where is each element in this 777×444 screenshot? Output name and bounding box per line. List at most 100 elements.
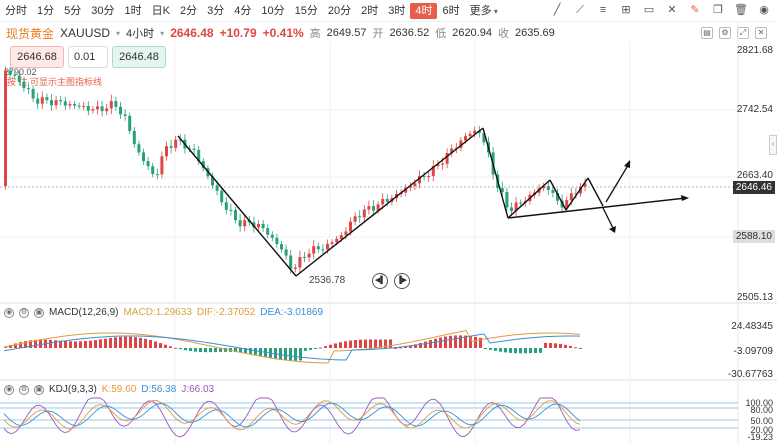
period-10[interactable]: 15分 <box>294 4 318 17</box>
crosshair-icon[interactable]: ✕ <box>667 4 677 16</box>
candle-body <box>27 88 30 90</box>
layout-icon[interactable]: ▤ <box>701 27 713 39</box>
instrument-name[interactable]: 现货黄金 <box>6 26 55 41</box>
candle-body <box>362 209 366 218</box>
candle-body <box>422 175 426 177</box>
draw-line-icon[interactable]: ╱ <box>553 4 561 16</box>
period-5[interactable]: 日K <box>151 4 170 17</box>
period-7[interactable]: 3分 <box>207 4 225 17</box>
rect-icon[interactable]: ▭ <box>643 4 655 16</box>
macd-bar <box>204 348 207 353</box>
eye-icon[interactable]: ◉ <box>759 4 769 16</box>
candle-body <box>96 106 99 110</box>
period-3[interactable]: 30分 <box>91 4 115 17</box>
period-15[interactable]: 6时 <box>442 4 460 17</box>
timeframe-chevron-icon[interactable]: ▾ <box>160 28 165 38</box>
macd-bar <box>374 339 377 348</box>
macd-bar <box>444 336 447 348</box>
d-label: D: <box>141 384 152 395</box>
sell-button[interactable]: 2646.68 <box>10 46 64 68</box>
prev-icon[interactable]: ◀▌ <box>372 273 388 289</box>
macd-name: MACD(12,26,9) <box>49 307 119 318</box>
candle-body <box>243 220 247 227</box>
candle-body <box>408 186 412 188</box>
kdj-axis-label: 20.00 <box>750 425 773 435</box>
candle-body <box>464 136 467 141</box>
candle-body <box>128 115 132 131</box>
timeframe-selector[interactable]: 4小时 <box>126 28 155 40</box>
candle-body <box>270 234 274 238</box>
arrow-head <box>609 226 616 233</box>
delete-icon[interactable]: 🗑 <box>734 4 748 16</box>
next-icon[interactable]: ▐▶ <box>394 273 410 289</box>
open-label: 开 <box>372 28 384 40</box>
buy-button[interactable]: 2646.48 <box>112 46 166 68</box>
period-4[interactable]: 1时 <box>124 4 142 17</box>
period-14[interactable]: 4时 <box>410 2 438 19</box>
side-panel-handle[interactable]: ‹ <box>769 135 777 155</box>
dea-line <box>3 333 581 361</box>
macd-bar <box>234 348 237 353</box>
macd-bar <box>294 348 297 361</box>
settings-icon[interactable]: ⚙ <box>19 384 29 395</box>
candle-body <box>349 221 352 232</box>
period-2[interactable]: 5分 <box>64 4 82 17</box>
price-marker-tag: 2588.10 <box>732 230 775 243</box>
candle-body <box>510 207 513 211</box>
macd-bar <box>249 348 252 354</box>
macd-bar <box>494 348 497 351</box>
edit-icon[interactable]: ✎ <box>690 4 700 16</box>
copy-icon[interactable]: ❐ <box>713 4 723 16</box>
candle-body <box>473 130 477 134</box>
macd-bar <box>284 348 287 361</box>
settings-icon[interactable]: ⚙ <box>19 307 29 318</box>
period-8[interactable]: 4分 <box>234 4 252 17</box>
period-1[interactable]: 1分 <box>37 4 55 17</box>
close-icon[interactable]: ✕ <box>755 27 767 39</box>
trend-line <box>507 179 551 219</box>
measure-icon[interactable]: ⊞ <box>621 4 631 16</box>
period-16[interactable]: 更多 <box>465 3 503 19</box>
candle-body <box>556 192 559 201</box>
quantity-input[interactable]: 0.01 <box>68 46 108 68</box>
close-icon[interactable]: ▣ <box>34 384 44 395</box>
settings-icon[interactable]: ⚙ <box>719 27 731 39</box>
macd-bar <box>424 341 427 348</box>
period-13[interactable]: 3时 <box>388 4 406 17</box>
trend-line <box>295 127 484 277</box>
kdj-axis-label: 100.00 <box>745 398 773 408</box>
visibility-icon[interactable]: ◉ <box>4 384 14 395</box>
macd-bar <box>459 335 462 348</box>
macd-bar <box>214 348 217 353</box>
projection-arrow <box>602 207 615 231</box>
candle-body <box>307 253 311 258</box>
candle-body <box>280 244 283 250</box>
chevron-down-icon[interactable]: ▾ <box>116 28 121 38</box>
ruler-icon[interactable]: ≡ <box>599 4 607 16</box>
macd-bar <box>49 339 52 348</box>
period-6[interactable]: 2分 <box>179 4 198 17</box>
period-12[interactable]: 2时 <box>361 4 379 17</box>
candle-body <box>160 156 164 175</box>
macd-bar <box>474 336 477 348</box>
period-0[interactable]: 分时 <box>5 4 27 17</box>
candle-body <box>59 100 63 102</box>
close-icon[interactable]: ▣ <box>34 307 44 318</box>
arrow-head <box>681 195 689 201</box>
macd-bar <box>139 337 142 348</box>
macd-bar <box>9 344 12 348</box>
macd-bar <box>174 347 177 349</box>
trend-icon[interactable]: ⟋ <box>576 4 584 16</box>
period-9[interactable]: 10分 <box>261 4 285 17</box>
candle-body <box>142 152 145 162</box>
dif-value: -2.37052 <box>215 307 256 318</box>
visibility-icon[interactable]: ◉ <box>4 307 14 318</box>
period-11[interactable]: 20分 <box>327 4 352 17</box>
trend-line <box>565 177 589 211</box>
macd-bar <box>104 338 107 348</box>
candle-body <box>211 176 214 186</box>
macd-bar <box>199 348 202 353</box>
candle-body <box>197 149 201 162</box>
timeframe-toolbar: 分时 1分 5分 30分 1时 日K 2分 3分 4分 10分 15分 20分 2时 3时 4时 6时 更多 <box>0 0 777 22</box>
